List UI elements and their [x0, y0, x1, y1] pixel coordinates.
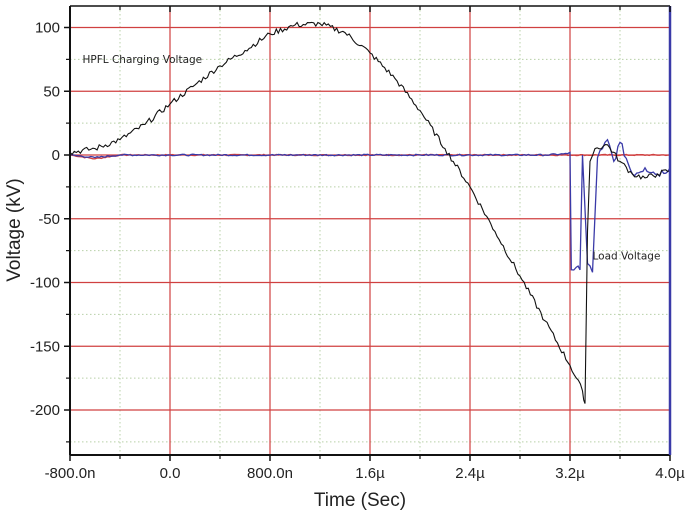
y-tick-label: -150 — [30, 338, 60, 355]
series-line — [69, 138, 671, 273]
x-tick-label: -800.0n — [45, 465, 96, 482]
annotation-load-voltage: Load Voltage — [593, 251, 661, 263]
annotation-hpfl-charging: HPFL Charging Voltage — [83, 54, 203, 66]
x-tick-label: 800.0n — [247, 465, 293, 482]
tick-labels: -800.0n 0.0 800.0n 1.6µ 2.4µ 3.2µ 4.0µ 100 50 0 -5… — [30, 20, 685, 483]
y-tick-label: 0 — [52, 147, 60, 164]
y-tick-label: -50 — [38, 211, 60, 228]
x-axis-title: Time (Sec) — [314, 490, 406, 511]
y-axis-title: Voltage (kV) — [4, 178, 25, 282]
y-tick-label: -200 — [30, 402, 60, 419]
series-line — [69, 21, 671, 404]
y-tick-label: 50 — [43, 83, 60, 100]
y-tick-label: -100 — [30, 275, 60, 292]
x-tick-label: 0.0 — [160, 465, 181, 482]
x-tick-label: 1.6µ — [355, 465, 385, 482]
x-tick-label: 4.0µ — [655, 465, 685, 482]
x-tick-label: 2.4µ — [455, 465, 485, 482]
major-grid — [70, 6, 670, 455]
x-tick-label: 3.2µ — [555, 465, 585, 482]
y-tick-label: 100 — [35, 20, 60, 37]
series-layer — [69, 21, 671, 404]
axes — [64, 5, 672, 461]
